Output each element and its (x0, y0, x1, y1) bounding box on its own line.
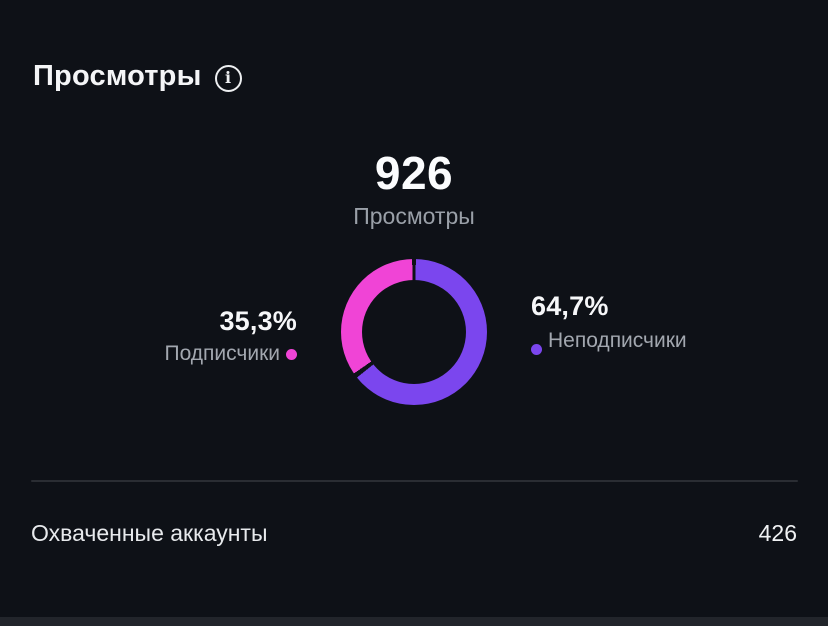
nonfollowers-percent: 64,7% (531, 291, 609, 321)
followers-label: Подписчики (164, 342, 280, 365)
accounts-reached-value: 426 (758, 520, 797, 546)
legend-followers: 35,3% Подписчики (164, 306, 297, 366)
views-total-caption: Просмотры (353, 203, 475, 229)
nonfollowers-label: Неподписчики (548, 329, 687, 352)
views-donut-chart (341, 259, 487, 405)
views-total-value: 926 (374, 147, 454, 199)
nonfollowers-dot-icon (531, 344, 542, 355)
followers-dot-icon (286, 348, 297, 360)
legend-nonfollowers: 64,7% Неподписчики (531, 291, 687, 355)
page-title: Просмотры (33, 60, 202, 92)
next-section-edge (0, 617, 828, 626)
accounts-reached-row[interactable]: Охваченные аккаунты 426 (31, 520, 797, 547)
header: Просмотры i (33, 60, 242, 93)
section-divider (31, 480, 798, 482)
info-icon-glyph: i (225, 68, 232, 87)
accounts-reached-label: Охваченные аккаунты (31, 520, 268, 546)
info-icon[interactable]: i (214, 64, 242, 92)
followers-percent: 35,3% (219, 306, 297, 336)
